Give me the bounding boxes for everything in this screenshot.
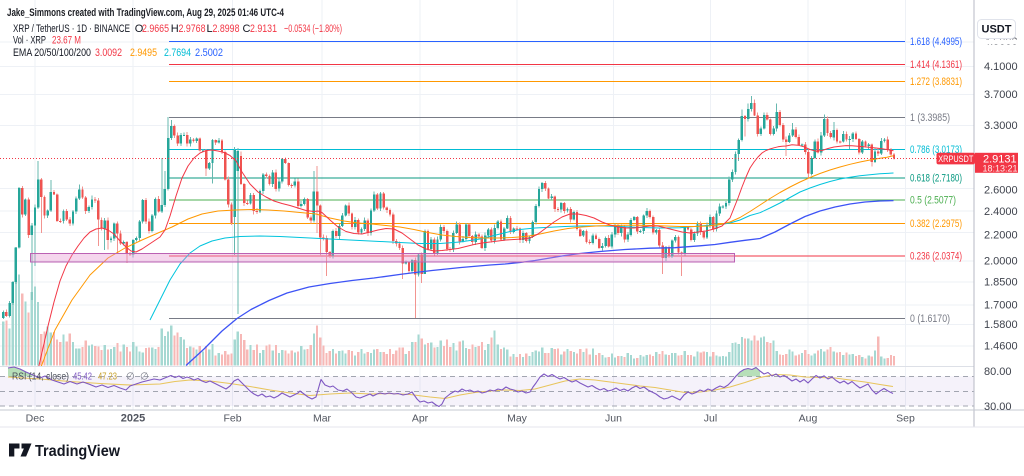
svg-text:2025: 2025	[121, 413, 145, 425]
svg-text:Dec: Dec	[26, 413, 45, 425]
svg-text:2.4000: 2.4000	[984, 206, 1018, 218]
svg-text:1.414 (4.1361): 1.414 (4.1361)	[910, 59, 962, 71]
svg-text:May: May	[507, 413, 528, 425]
svg-text:RSI (14, close): RSI (14, close)	[12, 372, 69, 383]
svg-text:Apr: Apr	[412, 413, 429, 425]
svg-text:1.8500: 1.8500	[984, 277, 1018, 289]
svg-text:L: L	[207, 23, 213, 35]
svg-text:2.2000: 2.2000	[984, 230, 1018, 242]
svg-text:Mar: Mar	[313, 413, 332, 425]
svg-text:1.272 (3.8831): 1.272 (3.8831)	[910, 76, 962, 88]
svg-text:1.5800: 1.5800	[984, 319, 1018, 331]
svg-text:45.42: 45.42	[73, 372, 92, 383]
svg-text:30.00: 30.00	[984, 401, 1012, 413]
svg-text:2.9768: 2.9768	[179, 23, 206, 35]
svg-text:23.67 M: 23.67 M	[52, 35, 81, 47]
svg-text:Sep: Sep	[896, 413, 915, 425]
svg-text:0.618 (2.7180): 0.618 (2.7180)	[910, 173, 962, 185]
svg-text:Jake_Simmons created with Trad: Jake_Simmons created with TradingView.co…	[7, 7, 285, 19]
svg-text:Jun: Jun	[605, 413, 622, 425]
svg-text:4.1000: 4.1000	[984, 61, 1018, 73]
svg-text:2.6000: 2.6000	[984, 185, 1018, 197]
svg-text:Aug: Aug	[799, 413, 818, 425]
svg-text:3.3000: 3.3000	[984, 120, 1018, 132]
svg-text:2.9495: 2.9495	[130, 47, 157, 59]
svg-text:0.5 (2.5077): 0.5 (2.5077)	[910, 194, 956, 206]
svg-text:−0.0534 (−1.80%): −0.0534 (−1.80%)	[284, 23, 342, 35]
svg-text:TradingView: TradingView	[35, 443, 121, 460]
svg-text:2.5002: 2.5002	[195, 47, 223, 59]
svg-text:2.9131: 2.9131	[983, 153, 1017, 165]
svg-text:2.0000: 2.0000	[984, 256, 1018, 268]
svg-text:2.8998: 2.8998	[213, 23, 240, 35]
svg-text:O: O	[135, 23, 144, 35]
svg-text:3.7000: 3.7000	[984, 89, 1018, 101]
svg-text:∅: ∅	[126, 372, 135, 383]
svg-text:1.7000: 1.7000	[984, 299, 1018, 311]
svg-text:1 (3.3985): 1 (3.3985)	[910, 112, 950, 124]
svg-text:Jul: Jul	[704, 413, 717, 425]
svg-text:3.0092: 3.0092	[95, 47, 122, 59]
svg-text:XRP / TetherUS · 1D · BINANCE: XRP / TetherUS · 1D · BINANCE	[13, 23, 130, 35]
svg-text:47.23: 47.23	[98, 372, 117, 383]
svg-text:Feb: Feb	[223, 413, 241, 425]
svg-text:0.382 (2.2975): 0.382 (2.2975)	[910, 218, 962, 230]
svg-text:∅: ∅	[140, 372, 149, 383]
svg-text:0.236 (2.0374): 0.236 (2.0374)	[910, 250, 962, 262]
svg-text:USDT: USDT	[982, 24, 1012, 36]
svg-text:2.9131: 2.9131	[250, 23, 277, 35]
svg-text:EMA 20/50/100/200: EMA 20/50/100/200	[13, 47, 91, 59]
svg-text:0 (1.6170): 0 (1.6170)	[910, 313, 950, 325]
svg-text:1.618 (4.4995): 1.618 (4.4995)	[910, 36, 962, 48]
svg-text:2.7694: 2.7694	[164, 47, 191, 59]
svg-text:80.00: 80.00	[984, 366, 1012, 378]
svg-text:1.4600: 1.4600	[984, 341, 1018, 353]
svg-text:C: C	[243, 23, 251, 35]
svg-text:Vol · XRP: Vol · XRP	[13, 35, 46, 47]
svg-text:2.9665: 2.9665	[142, 23, 169, 35]
svg-text:18:13:21: 18:13:21	[983, 164, 1018, 174]
svg-text:XRPUSDT: XRPUSDT	[938, 154, 973, 165]
svg-text:H: H	[171, 23, 179, 35]
